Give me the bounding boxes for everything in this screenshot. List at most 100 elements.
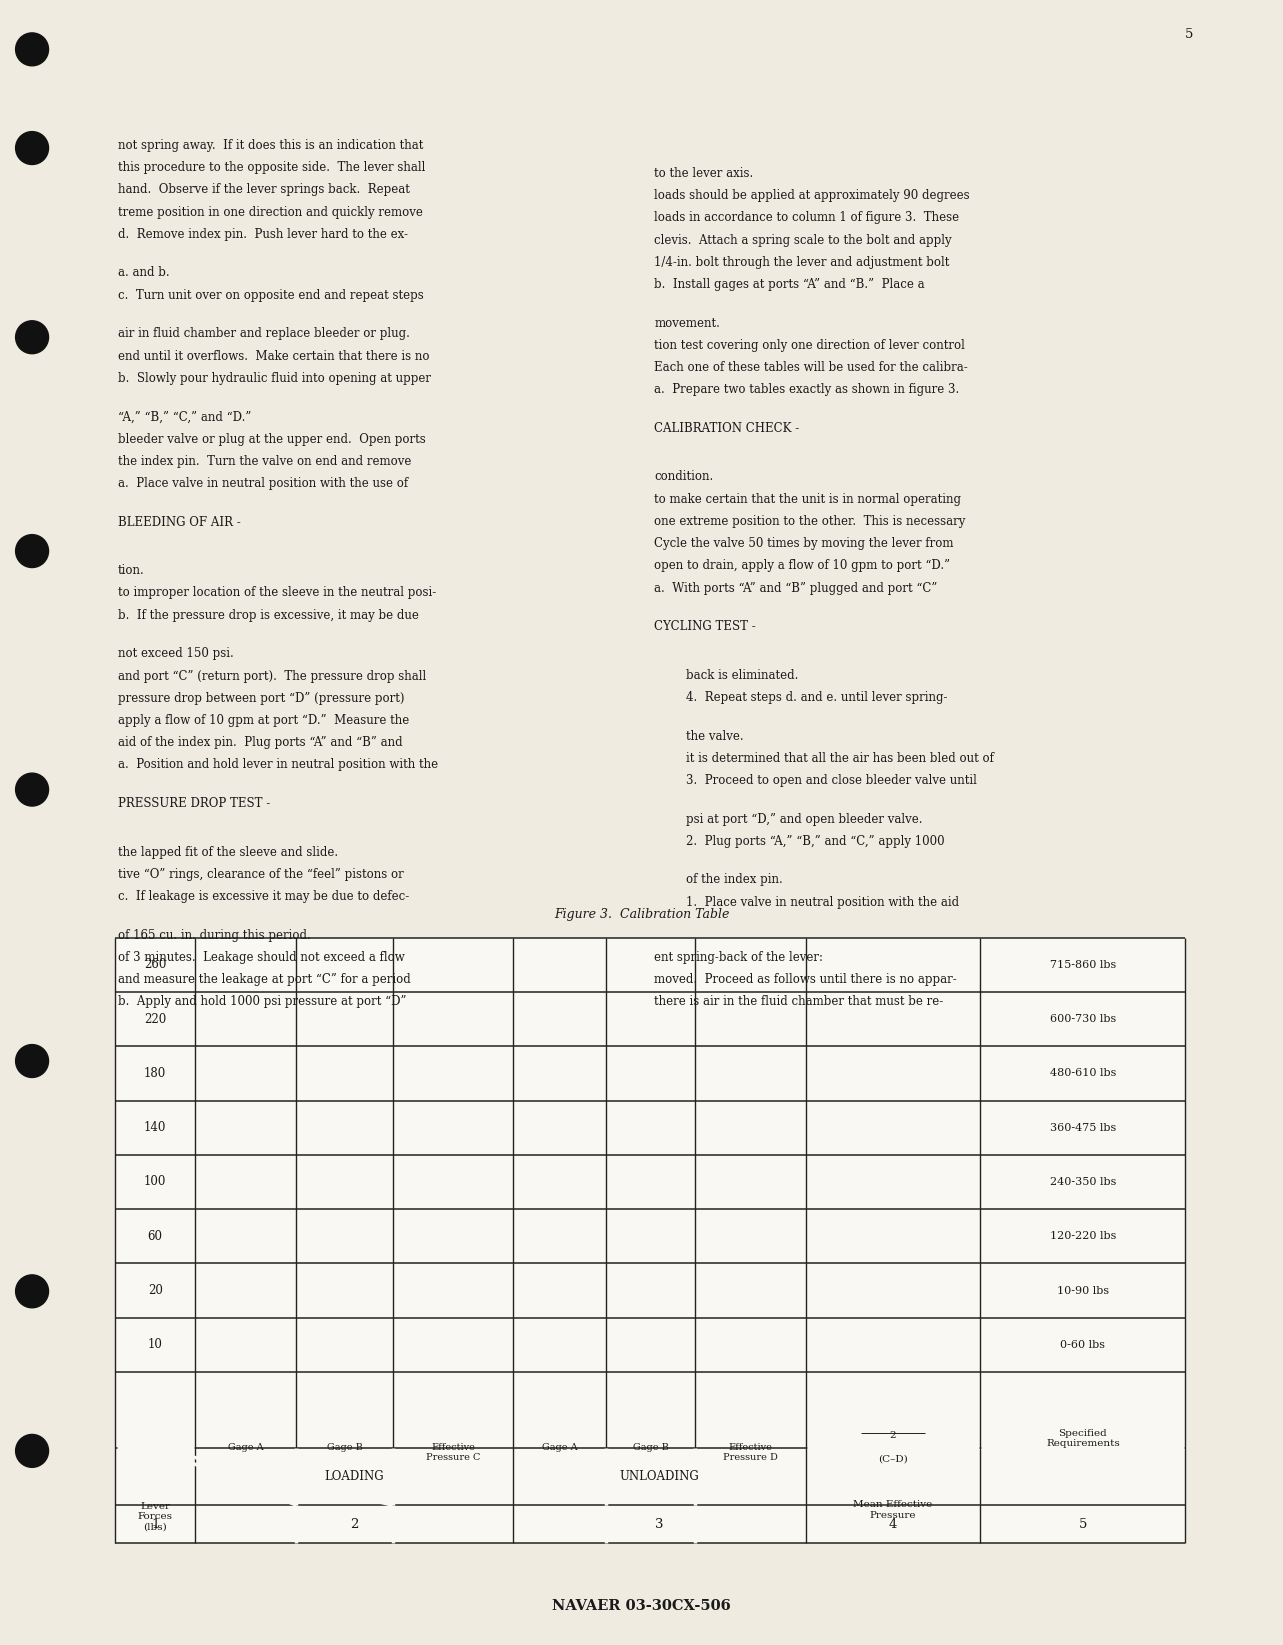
Text: 120-220 lbs: 120-220 lbs — [1049, 1230, 1116, 1242]
Text: ent spring-back of the lever:: ent spring-back of the lever: — [654, 951, 824, 964]
Text: Effective
Pressure C: Effective Pressure C — [426, 1443, 480, 1462]
Text: pressure drop between port “D” (pressure port): pressure drop between port “D” (pressure… — [118, 693, 404, 704]
Text: end until it overflows.  Make certain that there is no: end until it overflows. Make certain tha… — [118, 350, 430, 362]
Text: Lever
Forces
(lbs): Lever Forces (lbs) — [137, 1502, 173, 1531]
Text: NAVAER 03-30CX-506: NAVAER 03-30CX-506 — [552, 1599, 731, 1614]
Text: one extreme position to the other.  This is necessary: one extreme position to the other. This … — [654, 515, 966, 528]
Text: 480-610 lbs: 480-610 lbs — [1049, 1068, 1116, 1079]
Text: the index pin.  Turn the valve on end and remove: the index pin. Turn the valve on end and… — [118, 456, 412, 467]
Text: this procedure to the opposite side.  The lever shall: this procedure to the opposite side. The… — [118, 161, 426, 174]
Text: and port “C” (return port).  The pressure drop shall: and port “C” (return port). The pressure… — [118, 670, 426, 683]
Text: apply a flow of 10 gpm at port “D.”  Measure the: apply a flow of 10 gpm at port “D.” Meas… — [118, 714, 409, 727]
Text: CYCLING TEST -: CYCLING TEST - — [654, 620, 756, 633]
Text: the valve.: the valve. — [686, 730, 744, 742]
Ellipse shape — [15, 1434, 49, 1467]
Text: 4.  Repeat steps d. and e. until lever spring-: 4. Repeat steps d. and e. until lever sp… — [686, 691, 948, 704]
Text: open to drain, apply a flow of 10 gpm to port “D.”: open to drain, apply a flow of 10 gpm to… — [654, 559, 951, 572]
Text: moved.  Proceed as follows until there is no appar-: moved. Proceed as follows until there is… — [654, 972, 957, 985]
Text: air in fluid chamber and replace bleeder or plug.: air in fluid chamber and replace bleeder… — [118, 327, 409, 341]
Text: treme position in one direction and quickly remove: treme position in one direction and quic… — [118, 206, 423, 219]
Ellipse shape — [15, 535, 49, 568]
Text: 3: 3 — [656, 1518, 663, 1530]
Text: tion test covering only one direction of lever control: tion test covering only one direction of… — [654, 339, 965, 352]
Text: 10-90 lbs: 10-90 lbs — [1057, 1285, 1109, 1296]
Text: 600-730 lbs: 600-730 lbs — [1049, 1013, 1116, 1025]
Text: not exceed 150 psi.: not exceed 150 psi. — [118, 648, 234, 660]
Text: 5: 5 — [1079, 1518, 1087, 1530]
Text: 240-350 lbs: 240-350 lbs — [1049, 1176, 1116, 1188]
Text: hand.  Observe if the lever springs back.  Repeat: hand. Observe if the lever springs back.… — [118, 184, 409, 196]
Text: 715-860 lbs: 715-860 lbs — [1049, 959, 1116, 971]
Text: to make certain that the unit is in normal operating: to make certain that the unit is in norm… — [654, 494, 961, 505]
Bar — [115, 938, 1185, 1543]
Text: a. and b.: a. and b. — [118, 266, 169, 280]
Text: PRESSURE DROP TEST -: PRESSURE DROP TEST - — [118, 796, 271, 809]
Text: 10: 10 — [148, 1339, 163, 1351]
Text: condition.: condition. — [654, 470, 713, 484]
Text: clevis.  Attach a spring scale to the bolt and apply: clevis. Attach a spring scale to the bol… — [654, 234, 952, 247]
Text: 3.  Proceed to open and close bleeder valve until: 3. Proceed to open and close bleeder val… — [686, 773, 978, 786]
Text: 360-475 lbs: 360-475 lbs — [1049, 1122, 1116, 1133]
Text: of 165 cu. in. during this period.: of 165 cu. in. during this period. — [118, 928, 310, 941]
Text: UNLOADING: UNLOADING — [620, 1471, 699, 1482]
Text: 5: 5 — [1184, 28, 1193, 41]
Text: loads should be applied at approximately 90 degrees: loads should be applied at approximately… — [654, 189, 970, 202]
Text: Mean Effective
Pressure: Mean Effective Pressure — [853, 1500, 933, 1520]
Text: 60: 60 — [148, 1230, 163, 1242]
Text: of the index pin.: of the index pin. — [686, 873, 783, 887]
Text: 1/4-in. bolt through the lever and adjustment bolt: 1/4-in. bolt through the lever and adjus… — [654, 257, 949, 268]
Text: 1.  Place valve in neutral position with the aid: 1. Place valve in neutral position with … — [686, 895, 960, 908]
Text: CALIBRATION CHECK -: CALIBRATION CHECK - — [654, 423, 799, 434]
Text: back is eliminated.: back is eliminated. — [686, 668, 799, 681]
Text: Figure 3.  Calibration Table: Figure 3. Calibration Table — [554, 908, 729, 921]
Text: to improper location of the sleeve in the neutral posi-: to improper location of the sleeve in th… — [118, 587, 436, 599]
Text: Gage A: Gage A — [541, 1443, 577, 1451]
Text: a.  Place valve in neutral position with the use of: a. Place valve in neutral position with … — [118, 477, 408, 490]
Text: tion.: tion. — [118, 564, 145, 577]
Text: aid of the index pin.  Plug ports “A” and “B” and: aid of the index pin. Plug ports “A” and… — [118, 737, 403, 748]
Text: a.  With ports “A” and “B” plugged and port “C”: a. With ports “A” and “B” plugged and po… — [654, 582, 938, 594]
Ellipse shape — [15, 1045, 49, 1077]
Text: movement.: movement. — [654, 317, 720, 329]
Text: bleeder valve or plug at the upper end.  Open ports: bleeder valve or plug at the upper end. … — [118, 433, 426, 446]
Text: 220: 220 — [144, 1013, 167, 1025]
Text: 2: 2 — [350, 1518, 358, 1530]
Text: 1: 1 — [151, 1518, 159, 1530]
Text: psi at port “D,” and open bleeder valve.: psi at port “D,” and open bleeder valve. — [686, 813, 922, 826]
Ellipse shape — [15, 773, 49, 806]
Text: 180: 180 — [144, 1068, 167, 1079]
Text: loads in accordance to column 1 of figure 3.  These: loads in accordance to column 1 of figur… — [654, 212, 960, 224]
Text: Cycle the valve 50 times by moving the lever from: Cycle the valve 50 times by moving the l… — [654, 538, 953, 549]
Text: Gage B: Gage B — [633, 1443, 668, 1451]
Text: b.  If the pressure drop is excessive, it may be due: b. If the pressure drop is excessive, it… — [118, 609, 420, 622]
Text: of 3 minutes.  Leakage should not exceed a flow: of 3 minutes. Leakage should not exceed … — [118, 951, 404, 964]
Text: 20: 20 — [148, 1285, 163, 1296]
Ellipse shape — [15, 1275, 49, 1308]
Text: d.  Remove index pin.  Push lever hard to the ex-: d. Remove index pin. Push lever hard to … — [118, 229, 408, 240]
Text: 2: 2 — [889, 1431, 897, 1439]
Ellipse shape — [15, 33, 49, 66]
Ellipse shape — [15, 132, 49, 164]
Text: not spring away.  If it does this is an indication that: not spring away. If it does this is an i… — [118, 140, 423, 151]
Text: tive “O” rings, clearance of the “feel” pistons or: tive “O” rings, clearance of the “feel” … — [118, 867, 404, 880]
Ellipse shape — [15, 321, 49, 354]
Text: 2.  Plug ports “A,” “B,” and “C,” apply 1000: 2. Plug ports “A,” “B,” and “C,” apply 1… — [686, 834, 946, 847]
Text: Specified
Requirements: Specified Requirements — [1046, 1430, 1120, 1448]
Text: Gage A: Gage A — [228, 1443, 263, 1451]
Text: c.  Turn unit over on opposite end and repeat steps: c. Turn unit over on opposite end and re… — [118, 290, 423, 301]
Text: there is air in the fluid chamber that must be re-: there is air in the fluid chamber that m… — [654, 995, 943, 1008]
Text: Gage B: Gage B — [327, 1443, 362, 1451]
Text: b.  Slowly pour hydraulic fluid into opening at upper: b. Slowly pour hydraulic fluid into open… — [118, 372, 431, 385]
Text: “A,” “B,” “C,” and “D.”: “A,” “B,” “C,” and “D.” — [118, 411, 251, 423]
Text: a.  Position and hold lever in neutral position with the: a. Position and hold lever in neutral po… — [118, 758, 439, 772]
Text: Effective
Pressure D: Effective Pressure D — [724, 1443, 777, 1462]
Text: LOADING: LOADING — [325, 1471, 384, 1482]
Text: the lapped fit of the sleeve and slide.: the lapped fit of the sleeve and slide. — [118, 846, 339, 859]
Text: Each one of these tables will be used for the calibra-: Each one of these tables will be used fo… — [654, 362, 969, 373]
Text: to the lever axis.: to the lever axis. — [654, 168, 753, 179]
Text: 140: 140 — [144, 1122, 167, 1133]
Text: and measure the leakage at port “C” for a period: and measure the leakage at port “C” for … — [118, 972, 411, 985]
Text: 4: 4 — [889, 1518, 897, 1530]
Text: a.  Prepare two tables exactly as shown in figure 3.: a. Prepare two tables exactly as shown i… — [654, 383, 960, 396]
Text: 100: 100 — [144, 1176, 167, 1188]
